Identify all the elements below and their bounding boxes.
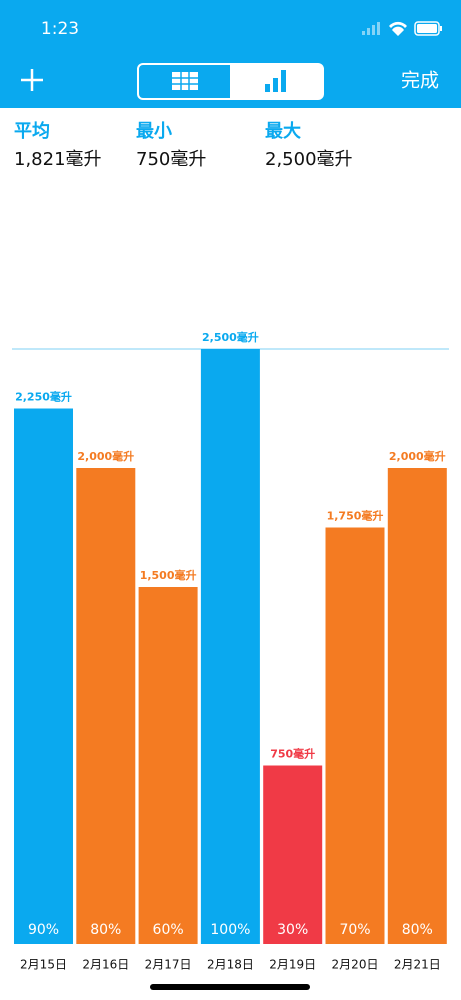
add-button[interactable] bbox=[21, 69, 43, 91]
bar-note: 90% bbox=[28, 922, 59, 938]
bar bbox=[387, 468, 447, 944]
status-icons bbox=[362, 21, 442, 36]
value-label: 750毫升 bbox=[270, 747, 315, 761]
bar-note: 100% bbox=[210, 922, 250, 938]
x-tick-label: 2月19日 bbox=[269, 958, 316, 972]
x-tick-label: 2月17日 bbox=[145, 958, 192, 972]
x-tick-label: 2月20日 bbox=[332, 958, 379, 972]
value-label: 2,000毫升 bbox=[389, 449, 446, 463]
stat-value: 750毫升 bbox=[136, 149, 206, 170]
bar-note: 80% bbox=[402, 922, 433, 938]
x-tick-label: 2月18日 bbox=[207, 958, 254, 972]
segmented-control[interactable] bbox=[137, 63, 324, 100]
stat-label: 最小 bbox=[136, 121, 172, 142]
chart: 2,250毫升 90% 2月15日 2,000毫升 80% 2月16日 1,500毫升 60%… bbox=[12, 330, 449, 972]
status-time: 1:23 bbox=[41, 19, 79, 39]
home-indicator bbox=[150, 984, 310, 990]
stat-value: 2,500毫升 bbox=[265, 149, 353, 170]
bar bbox=[138, 587, 198, 944]
done-button[interactable]: 完成 bbox=[401, 70, 439, 92]
value-label: 2,250毫升 bbox=[15, 390, 72, 404]
bar-note: 60% bbox=[153, 922, 184, 938]
bar-note: 80% bbox=[90, 922, 121, 938]
x-tick-label: 2月15日 bbox=[20, 958, 67, 972]
value-label: 2,500毫升 bbox=[202, 330, 259, 344]
bar bbox=[76, 468, 136, 944]
stat-label: 平均 bbox=[14, 120, 50, 142]
x-tick-label: 2月16日 bbox=[82, 958, 129, 972]
bar bbox=[200, 349, 260, 944]
value-label: 2,000毫升 bbox=[77, 449, 134, 463]
stat-label: 最大 bbox=[265, 120, 301, 142]
bar bbox=[325, 527, 385, 944]
value-label: 1,750毫升 bbox=[327, 509, 384, 523]
stat-value: 1,821毫升 bbox=[14, 149, 102, 170]
bar-note: 30% bbox=[277, 922, 308, 938]
stats: 平均 1,821毫升 最小 750毫升 最大 2,500毫升 bbox=[14, 120, 353, 170]
bar bbox=[14, 408, 73, 944]
x-tick-label: 2月21日 bbox=[394, 958, 441, 972]
bar-note: 70% bbox=[339, 922, 370, 938]
value-label: 1,500毫升 bbox=[140, 568, 197, 582]
bar bbox=[263, 765, 323, 944]
